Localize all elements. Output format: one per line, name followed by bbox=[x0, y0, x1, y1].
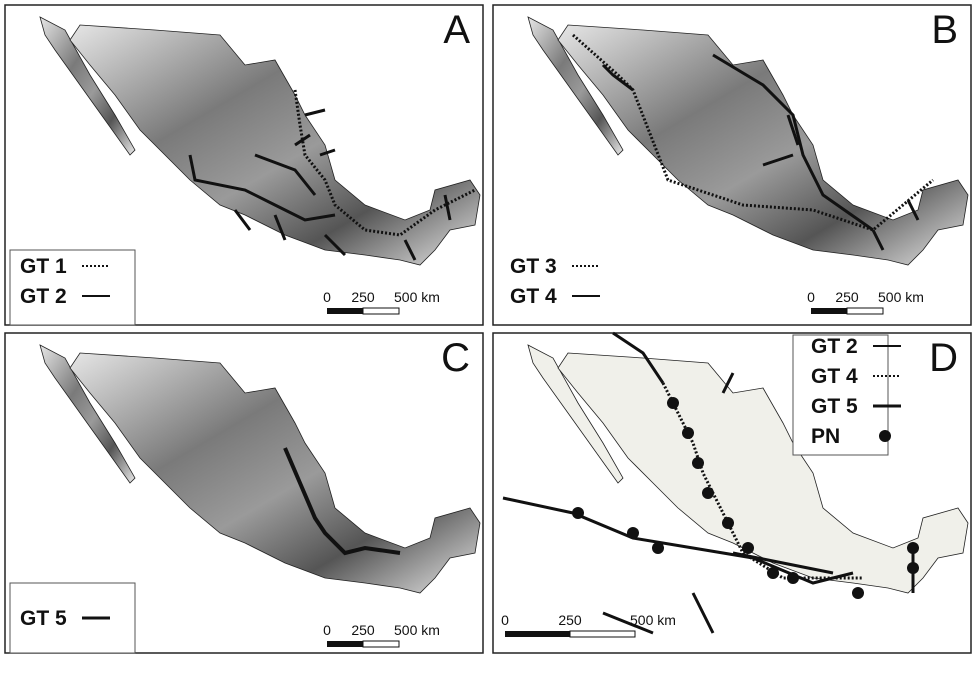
legend-box bbox=[792, 334, 889, 456]
pn-point bbox=[627, 527, 639, 539]
scale-label: 0 bbox=[323, 622, 331, 638]
scale-white bbox=[362, 640, 400, 648]
pn-point bbox=[722, 517, 734, 529]
legend-label: GT 5 bbox=[811, 395, 858, 418]
scale-black bbox=[811, 308, 847, 314]
scale-label: 250 bbox=[351, 289, 375, 305]
pn-point bbox=[907, 542, 919, 554]
pn-point bbox=[742, 542, 754, 554]
pn-point bbox=[572, 507, 584, 519]
pn-point bbox=[667, 397, 679, 409]
legend-label: GT 1 bbox=[20, 255, 67, 278]
route bbox=[762, 114, 920, 251]
scale-white bbox=[362, 307, 400, 315]
route bbox=[233, 108, 452, 261]
legend-box bbox=[9, 249, 136, 326]
scale-label: 0 bbox=[807, 289, 815, 305]
scale-black bbox=[327, 641, 363, 647]
panel-letter: C bbox=[441, 336, 470, 380]
panel: B GT 3 GT 4 0 250 500 km bbox=[492, 4, 972, 326]
legend-label: PN bbox=[811, 425, 840, 448]
scale-label: 250 bbox=[835, 289, 859, 305]
panel-letter: A bbox=[443, 8, 470, 52]
scale-black bbox=[327, 308, 363, 314]
scale-label: 250 bbox=[351, 622, 375, 638]
scale-label: 0 bbox=[501, 612, 509, 628]
legend-label: GT 4 bbox=[811, 365, 858, 388]
scale-label: 0 bbox=[323, 289, 331, 305]
panel-letter: B bbox=[931, 8, 958, 52]
panel: C GT 5 0 250 500 km bbox=[4, 332, 484, 654]
legend-label: GT 5 bbox=[20, 607, 67, 630]
panel-letter: D bbox=[929, 336, 958, 380]
pn-point bbox=[907, 562, 919, 574]
pn-point bbox=[692, 457, 704, 469]
scale-white bbox=[846, 307, 884, 315]
scale-label: 500 km bbox=[630, 612, 676, 628]
legend-label: GT 4 bbox=[510, 285, 557, 308]
pn-point bbox=[852, 587, 864, 599]
pn-point bbox=[682, 427, 694, 439]
route bbox=[283, 447, 401, 556]
scale-black bbox=[505, 631, 570, 637]
scale-label: 500 km bbox=[394, 289, 440, 305]
panel: A GT 1 GT 2 0 250 500 km bbox=[4, 4, 484, 326]
route bbox=[712, 53, 874, 232]
legend-label: GT 2 bbox=[811, 335, 858, 358]
pn-point bbox=[767, 567, 779, 579]
route bbox=[293, 89, 476, 237]
legend-dot bbox=[879, 430, 891, 442]
scale-label: 250 bbox=[558, 612, 582, 628]
pn-point bbox=[702, 487, 714, 499]
route bbox=[601, 63, 634, 92]
scale-label: 500 km bbox=[394, 622, 440, 638]
scale-label: 500 km bbox=[878, 289, 924, 305]
route bbox=[254, 153, 317, 196]
pn-point bbox=[652, 542, 664, 554]
legend-box bbox=[9, 582, 136, 654]
legend-label: GT 3 bbox=[510, 255, 557, 278]
route bbox=[188, 154, 336, 222]
panel: D GT 2 GT 4 GT 5 PN 0 250 500 km bbox=[492, 331, 972, 654]
legend-label: GT 2 bbox=[20, 285, 67, 308]
scale-white bbox=[569, 630, 636, 638]
route bbox=[572, 33, 934, 232]
pn-point bbox=[787, 572, 799, 584]
